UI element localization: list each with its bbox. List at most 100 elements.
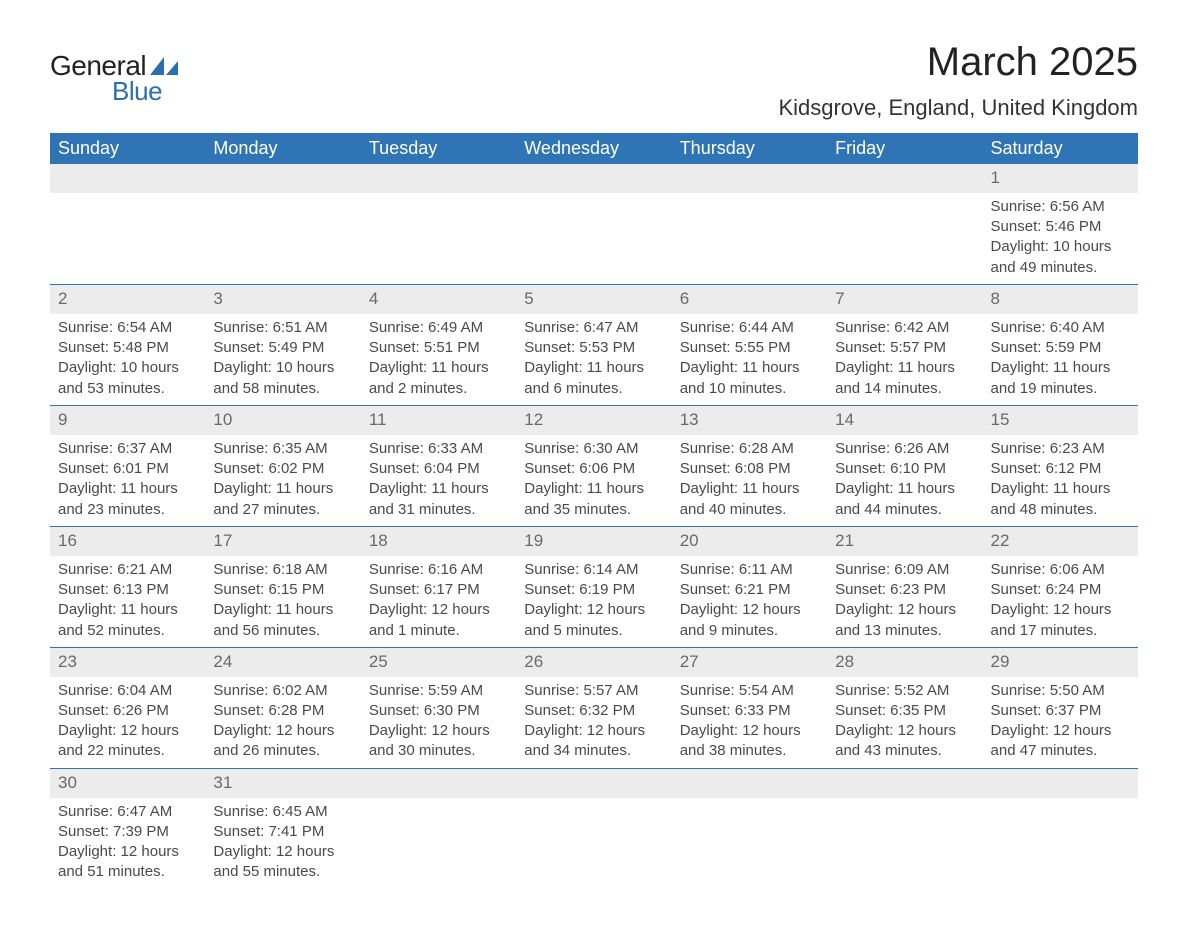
sunrise-text: Sunrise: 6:04 AM (58, 681, 197, 701)
day-data: Sunrise: 5:52 AMSunset: 6:35 PMDaylight:… (827, 677, 982, 768)
day-number-cell: 6 (672, 284, 827, 313)
day-data-cell: Sunrise: 6:37 AMSunset: 6:01 PMDaylight:… (50, 435, 205, 527)
day-data-cell: Sunrise: 5:57 AMSunset: 6:32 PMDaylight:… (516, 677, 671, 769)
daylight-text: Daylight: 11 hours and 14 minutes. (835, 358, 974, 399)
sunrise-text: Sunrise: 6:21 AM (58, 560, 197, 580)
empty-cell (361, 193, 516, 285)
day-data-cell: Sunrise: 5:59 AMSunset: 6:30 PMDaylight:… (361, 677, 516, 769)
sunset-text: Sunset: 6:06 PM (524, 459, 663, 479)
day-number: 5 (516, 285, 671, 314)
day-data-cell: Sunrise: 6:11 AMSunset: 6:21 PMDaylight:… (672, 556, 827, 648)
sunset-text: Sunset: 5:53 PM (524, 338, 663, 358)
daylight-text: Daylight: 11 hours and 52 minutes. (58, 600, 197, 641)
day-number: 19 (516, 527, 671, 556)
day-data: Sunrise: 6:06 AMSunset: 6:24 PMDaylight:… (983, 556, 1138, 647)
sunset-text: Sunset: 6:24 PM (991, 580, 1130, 600)
day-number-cell: 31 (205, 768, 360, 797)
sunset-text: Sunset: 6:04 PM (369, 459, 508, 479)
day-data: Sunrise: 6:51 AMSunset: 5:49 PMDaylight:… (205, 314, 360, 405)
day-data: Sunrise: 6:54 AMSunset: 5:48 PMDaylight:… (50, 314, 205, 405)
sunrise-text: Sunrise: 6:26 AM (835, 439, 974, 459)
day-data: Sunrise: 6:23 AMSunset: 6:12 PMDaylight:… (983, 435, 1138, 526)
day-number: 26 (516, 648, 671, 677)
day-number: 8 (983, 285, 1138, 314)
daylight-text: Daylight: 12 hours and 55 minutes. (213, 842, 352, 883)
daylight-text: Daylight: 12 hours and 5 minutes. (524, 600, 663, 641)
title-block: March 2025 Kidsgrove, England, United Ki… (778, 40, 1138, 121)
sunrise-text: Sunrise: 6:35 AM (213, 439, 352, 459)
calendar-table: SundayMondayTuesdayWednesdayThursdayFrid… (50, 133, 1138, 889)
weekday-header: Wednesday (516, 133, 671, 164)
daydata-row: Sunrise: 6:04 AMSunset: 6:26 PMDaylight:… (50, 677, 1138, 769)
daydata-row: Sunrise: 6:21 AMSunset: 6:13 PMDaylight:… (50, 556, 1138, 648)
day-data-cell: Sunrise: 6:35 AMSunset: 6:02 PMDaylight:… (205, 435, 360, 527)
day-data: Sunrise: 6:47 AMSunset: 7:39 PMDaylight:… (50, 798, 205, 889)
day-data: Sunrise: 5:57 AMSunset: 6:32 PMDaylight:… (516, 677, 671, 768)
sunset-text: Sunset: 6:02 PM (213, 459, 352, 479)
day-number-cell: 7 (827, 284, 982, 313)
day-number-cell: 8 (983, 284, 1138, 313)
day-number-cell: 16 (50, 526, 205, 555)
day-number-cell: 18 (361, 526, 516, 555)
sunrise-text: Sunrise: 6:09 AM (835, 560, 974, 580)
day-data: Sunrise: 6:56 AMSunset: 5:46 PMDaylight:… (983, 193, 1138, 284)
daynum-row: 16171819202122 (50, 526, 1138, 555)
day-data: Sunrise: 6:18 AMSunset: 6:15 PMDaylight:… (205, 556, 360, 647)
sunrise-text: Sunrise: 6:11 AM (680, 560, 819, 580)
day-data-cell: Sunrise: 6:23 AMSunset: 6:12 PMDaylight:… (983, 435, 1138, 527)
day-number: 21 (827, 527, 982, 556)
empty-cell (827, 798, 982, 889)
daylight-text: Daylight: 11 hours and 19 minutes. (991, 358, 1130, 399)
day-number: 6 (672, 285, 827, 314)
day-data: Sunrise: 6:11 AMSunset: 6:21 PMDaylight:… (672, 556, 827, 647)
day-data: Sunrise: 5:59 AMSunset: 6:30 PMDaylight:… (361, 677, 516, 768)
sunset-text: Sunset: 6:28 PM (213, 701, 352, 721)
day-data: Sunrise: 6:14 AMSunset: 6:19 PMDaylight:… (516, 556, 671, 647)
weekday-header-row: SundayMondayTuesdayWednesdayThursdayFrid… (50, 133, 1138, 164)
empty-cell (205, 164, 360, 193)
daynum-row: 1 (50, 164, 1138, 193)
empty-cell (983, 798, 1138, 889)
sunrise-text: Sunrise: 6:47 AM (524, 318, 663, 338)
sunset-text: Sunset: 6:30 PM (369, 701, 508, 721)
logo-text-blue: Blue (112, 76, 162, 107)
daynum-row: 3031 (50, 768, 1138, 797)
day-number: 7 (827, 285, 982, 314)
day-number-cell: 11 (361, 405, 516, 434)
day-data-cell: Sunrise: 5:50 AMSunset: 6:37 PMDaylight:… (983, 677, 1138, 769)
header: General Blue March 2025 Kidsgrove, Engla… (50, 40, 1138, 121)
day-data-cell: Sunrise: 6:18 AMSunset: 6:15 PMDaylight:… (205, 556, 360, 648)
weekday-header: Monday (205, 133, 360, 164)
sunrise-text: Sunrise: 5:54 AM (680, 681, 819, 701)
sunset-text: Sunset: 5:55 PM (680, 338, 819, 358)
day-data-cell: Sunrise: 6:26 AMSunset: 6:10 PMDaylight:… (827, 435, 982, 527)
daylight-text: Daylight: 11 hours and 56 minutes. (213, 600, 352, 641)
day-data: Sunrise: 6:30 AMSunset: 6:06 PMDaylight:… (516, 435, 671, 526)
day-number: 16 (50, 527, 205, 556)
daylight-text: Daylight: 12 hours and 1 minute. (369, 600, 508, 641)
day-number-cell: 12 (516, 405, 671, 434)
daylight-text: Daylight: 12 hours and 43 minutes. (835, 721, 974, 762)
daylight-text: Daylight: 11 hours and 44 minutes. (835, 479, 974, 520)
day-data: Sunrise: 6:40 AMSunset: 5:59 PMDaylight:… (983, 314, 1138, 405)
daylight-text: Daylight: 11 hours and 35 minutes. (524, 479, 663, 520)
location: Kidsgrove, England, United Kingdom (778, 95, 1138, 121)
weekday-header: Saturday (983, 133, 1138, 164)
empty-cell (361, 798, 516, 889)
day-data: Sunrise: 6:42 AMSunset: 5:57 PMDaylight:… (827, 314, 982, 405)
empty-cell (50, 164, 205, 193)
daylight-text: Daylight: 11 hours and 10 minutes. (680, 358, 819, 399)
sunset-text: Sunset: 6:15 PM (213, 580, 352, 600)
day-number-cell: 5 (516, 284, 671, 313)
day-data-cell: Sunrise: 6:47 AMSunset: 5:53 PMDaylight:… (516, 314, 671, 406)
day-data-cell: Sunrise: 5:54 AMSunset: 6:33 PMDaylight:… (672, 677, 827, 769)
day-number: 18 (361, 527, 516, 556)
day-data: Sunrise: 6:44 AMSunset: 5:55 PMDaylight:… (672, 314, 827, 405)
logo-sail-icon (150, 55, 178, 75)
day-data-cell: Sunrise: 6:56 AMSunset: 5:46 PMDaylight:… (983, 193, 1138, 285)
day-data: Sunrise: 6:26 AMSunset: 6:10 PMDaylight:… (827, 435, 982, 526)
day-number-cell: 29 (983, 647, 1138, 676)
sunset-text: Sunset: 7:39 PM (58, 822, 197, 842)
daylight-text: Daylight: 11 hours and 48 minutes. (991, 479, 1130, 520)
day-data-cell: Sunrise: 6:28 AMSunset: 6:08 PMDaylight:… (672, 435, 827, 527)
